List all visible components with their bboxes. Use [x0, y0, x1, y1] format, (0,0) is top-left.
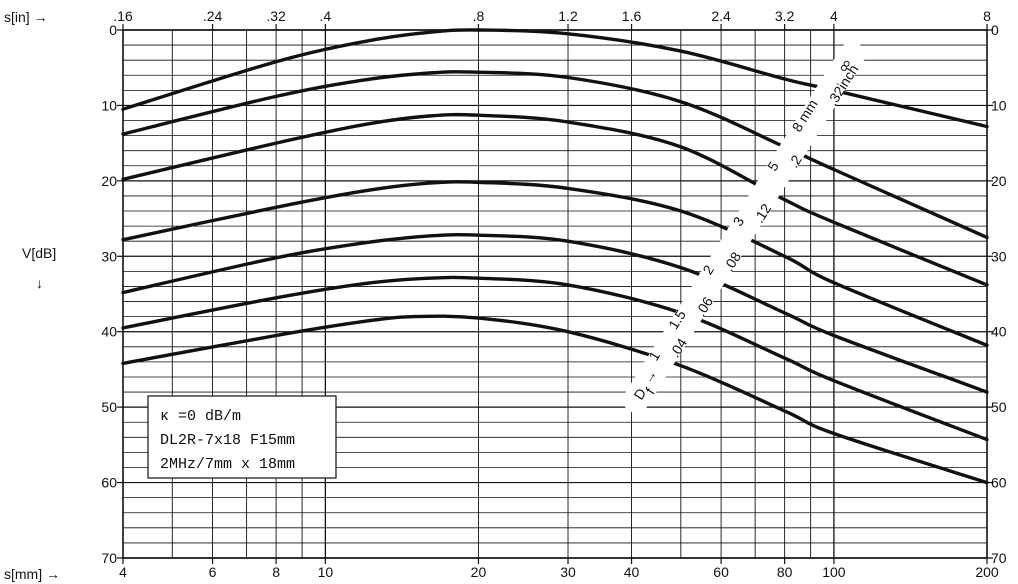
- top-tick-label: .24: [203, 8, 223, 24]
- left-tick-label: 0: [109, 22, 117, 38]
- top-tick-label: 3.2: [775, 8, 795, 24]
- diameter-band: [623, 42, 865, 413]
- y-axis-arrow: ↓: [36, 275, 43, 291]
- infinity-mark-loop: [843, 60, 850, 67]
- legend-line-kappa: κ =0 dB/m: [160, 408, 241, 425]
- dgs-curve: [121, 233, 989, 394]
- top-tick-label: 8: [983, 8, 991, 24]
- right-tick-label: 30: [991, 248, 1007, 264]
- top-tick-label: 2.4: [711, 8, 731, 24]
- left-tick-label: 50: [101, 399, 117, 415]
- right-tick-label: 70: [991, 550, 1007, 566]
- bottom-tick-label: 6: [209, 564, 217, 580]
- right-tick-label: 0: [991, 22, 999, 38]
- right-tick-label: 50: [991, 399, 1007, 415]
- bottom-tick-label: 60: [713, 564, 729, 580]
- infinity-mark-group: [840, 60, 850, 71]
- curves: [121, 28, 989, 485]
- dgs-curve: [121, 70, 989, 240]
- left-tick-label: 20: [101, 173, 117, 189]
- bottom-tick-label: 40: [624, 564, 640, 580]
- bottom-tick-label: 80: [777, 564, 793, 580]
- diameter-axis-subscript: f: [642, 385, 658, 397]
- bottom-axis-label: s[mm] →: [4, 566, 60, 582]
- top-tick-label: .8: [473, 8, 485, 24]
- top-tick-label: .4: [320, 8, 332, 24]
- top-tick-label: 1.2: [558, 8, 578, 24]
- dgs-curve: [121, 314, 989, 485]
- y-axis-label: V[dB]: [22, 245, 56, 261]
- axes: s[in] → s[mm] → V[dB] ↓ 4 6 8 10 20 30 40 60 80 1…: [4, 8, 1007, 582]
- bottom-tick-label: 100: [822, 564, 846, 580]
- bottom-tick-label: 20: [471, 564, 487, 580]
- left-tick-label: 40: [101, 324, 117, 340]
- right-tick-label: 40: [991, 324, 1007, 340]
- dgs-curve: [121, 275, 989, 442]
- right-tick-label: 20: [991, 173, 1007, 189]
- right-tick-label: 60: [991, 475, 1007, 491]
- left-tick-label: 70: [101, 550, 117, 566]
- top-tick-label: .16: [113, 8, 133, 24]
- left-tick-label: 30: [101, 248, 117, 264]
- top-axis-label: s[in] →: [4, 9, 48, 25]
- bottom-tick-label: 8: [272, 564, 280, 580]
- bottom-tick-label: 200: [975, 564, 999, 580]
- left-tick-label: 10: [101, 97, 117, 113]
- top-tick-label: 1.6: [622, 8, 642, 24]
- top-tick-label: .32: [266, 8, 286, 24]
- diameter-label-group: 8 mm.32inch: [789, 62, 862, 135]
- right-tick-label: 10: [991, 97, 1007, 113]
- legend-line-frequency: 2MHz/7mm x 18mm: [160, 456, 295, 473]
- legend-line-probe: DL2R-7x18 F15mm: [160, 432, 295, 449]
- bottom-tick-label: 4: [119, 564, 127, 580]
- legend-box: κ =0 dB/m DL2R-7x18 F15mm 2MHz/7mm x 18m…: [147, 395, 337, 479]
- dgs-curve: [121, 28, 989, 129]
- dgs-curve: [121, 180, 989, 347]
- left-tick-label: 60: [101, 475, 117, 491]
- top-tick-label: 4: [830, 8, 838, 24]
- dgs-curve: [121, 112, 989, 287]
- bottom-tick-label: 30: [560, 564, 576, 580]
- bottom-tick-label: 10: [318, 564, 334, 580]
